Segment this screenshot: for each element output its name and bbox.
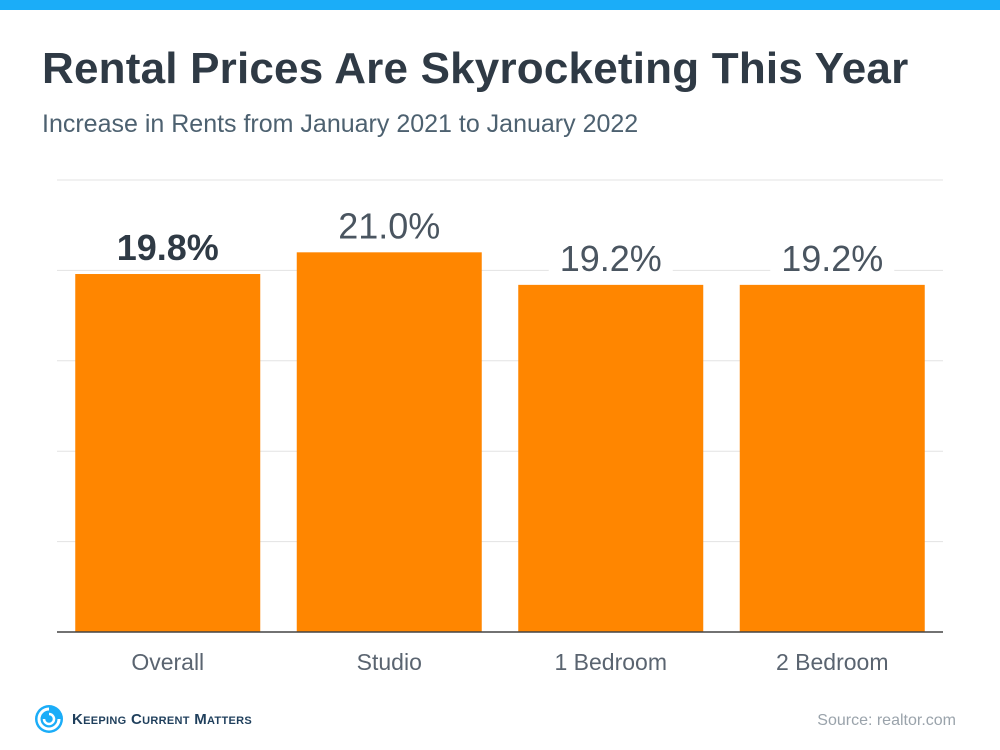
source-note: Source: realtor.com: [817, 712, 956, 729]
bar: [75, 274, 261, 632]
chart-subtitle: Increase in Rents from January 2021 to J…: [42, 110, 639, 138]
data-label: 19.2%: [560, 238, 662, 279]
bar: [296, 252, 482, 632]
data-label: 19.8%: [117, 227, 219, 268]
kcm-logo: Keeping Current Matters: [34, 704, 252, 734]
data-label: 19.2%: [781, 238, 883, 279]
data-label-backdrop: [548, 236, 673, 277]
data-label: 21.0%: [338, 205, 440, 246]
top-accent-strip: [0, 0, 1000, 10]
data-label-backdrop: [105, 226, 230, 267]
x-tick-label: 2 Bedroom: [776, 649, 889, 675]
kcm-swirl-icon: [35, 705, 63, 733]
x-tick-label: Studio: [357, 649, 422, 675]
bar: [518, 284, 704, 632]
data-label-backdrop: [327, 204, 452, 245]
x-tick-label: 1 Bedroom: [554, 649, 667, 675]
logo-text: Keeping Current Matters: [72, 710, 252, 728]
data-label-backdrop: [770, 236, 895, 277]
bar: [739, 284, 925, 632]
bar-chart: 19.8% Overall 21.0% Studio 19.2% 1 Bedroom 19.…: [57, 179, 943, 675]
x-tick-label: Overall: [131, 649, 204, 675]
chart-title: Rental Prices Are Skyrocketing This Year: [42, 44, 909, 93]
